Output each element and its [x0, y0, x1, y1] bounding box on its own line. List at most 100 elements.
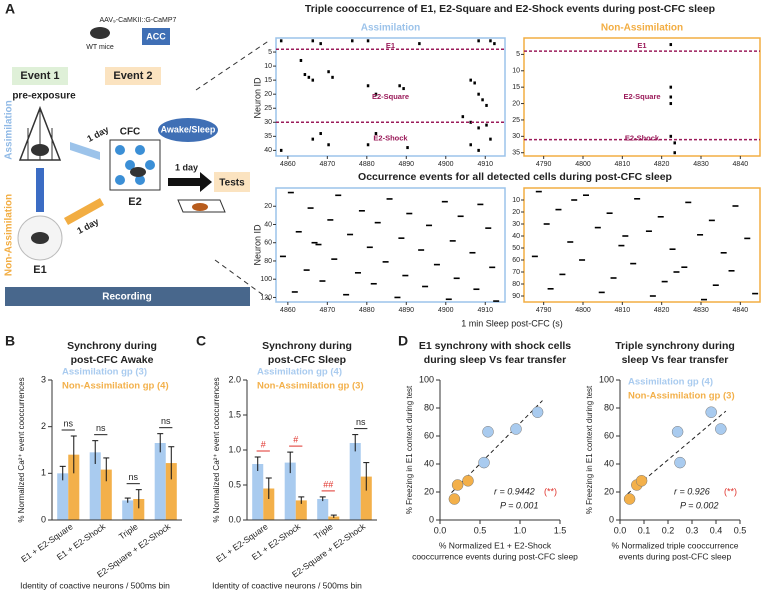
y-tick-label: 5 — [268, 49, 272, 56]
y-tick-label: 20 — [512, 100, 520, 107]
raster-event — [366, 143, 370, 147]
x-tick-label: 4790 — [536, 161, 552, 168]
y-tick-label: 60 — [604, 430, 614, 440]
point — [705, 406, 717, 418]
raster-event — [669, 85, 673, 89]
bar — [68, 454, 80, 520]
raster-event — [418, 42, 421, 46]
point — [635, 475, 648, 487]
x-tick-label: 0.0 — [614, 525, 627, 535]
bar — [263, 488, 275, 520]
e2-dots — [115, 145, 155, 185]
point — [482, 426, 494, 438]
raster-title: Triple cooccurrence of E1, E2-Square and… — [305, 3, 715, 15]
raster-event — [354, 272, 361, 274]
chart-title: Synchrony during — [262, 340, 352, 352]
raster-event — [645, 230, 652, 232]
x-tick-label: Triple — [312, 521, 335, 541]
raster-event — [311, 137, 315, 141]
y-tick-label: 20 — [424, 486, 434, 496]
x-axis-label: Identity of coactive neurons / 500ms bin — [212, 580, 362, 590]
x-tick-label: 4830 — [693, 161, 709, 168]
y-tick-label: 100 — [599, 374, 614, 384]
y-tick-label: 40 — [604, 458, 614, 468]
bar — [165, 463, 177, 520]
x-tick-label: 0.2 — [662, 525, 675, 535]
event1-box — [12, 67, 68, 85]
x-tick-label: 4900 — [438, 161, 454, 168]
point — [451, 479, 464, 491]
raster-event — [571, 199, 578, 201]
bar — [154, 443, 166, 520]
raster-event — [661, 280, 668, 283]
panel-label: A — [5, 1, 15, 17]
raster-event — [398, 84, 401, 88]
x-tick-label: 4890 — [399, 161, 415, 168]
x-axis-label: Identity of coactive neurons / 500ms bin — [20, 580, 170, 590]
point — [462, 475, 474, 487]
y-tick-label: 0 — [41, 514, 46, 524]
mouse-icon — [192, 203, 208, 211]
acc-box — [142, 28, 170, 45]
raster-event — [441, 200, 448, 203]
stat-r: r = 0.9442 — [494, 486, 535, 496]
y-axis-label: % Freezing in E1 context during test — [405, 385, 414, 514]
legend-entry: Non-Assimilation gp (3) — [628, 391, 735, 402]
virus-label: AAV₉-CaMKII::G-CaMP7 — [100, 17, 177, 24]
region-label: ACC — [146, 31, 166, 41]
x-tick-label: 0.1 — [638, 525, 651, 535]
raster-event — [469, 120, 472, 124]
raster-event — [547, 288, 554, 290]
raster-event — [598, 291, 605, 294]
y-tick-label: 100 — [419, 374, 434, 384]
y-tick-label: 80 — [264, 258, 272, 265]
raster-event — [673, 151, 676, 155]
event-label: E2-Shock — [373, 133, 408, 142]
y-tick-label: 0.0 — [228, 514, 241, 524]
raster-event — [485, 227, 492, 229]
raster-event — [418, 249, 425, 251]
x-tick-label: 4790 — [536, 307, 552, 314]
raster-event — [382, 261, 389, 263]
point — [478, 456, 490, 469]
cfc-label: CFC — [120, 127, 141, 138]
y-tick-label: 1.0 — [228, 444, 241, 454]
nonassim-arrow — [64, 198, 104, 225]
non-assimilation-label: Non-Assimilation — [4, 194, 15, 276]
raster-event — [681, 266, 688, 268]
event-label: E2-Shock — [625, 133, 660, 142]
x-tick-label: 4860 — [280, 161, 296, 168]
raster-event — [669, 102, 673, 106]
e2-label: E2 — [128, 196, 141, 208]
raster-event — [311, 39, 315, 43]
raster-event — [744, 237, 751, 240]
bar — [317, 499, 329, 520]
bar — [133, 499, 145, 520]
x-tick-label: 4870 — [320, 161, 336, 168]
assimilation-label: Assimilation — [4, 100, 15, 159]
raster-xlabel: 1 min Sleep post-CFC (s) — [461, 318, 563, 328]
group-label: Assimilation — [361, 23, 420, 34]
x-tick-label: 4910 — [477, 307, 493, 314]
annotation: # — [261, 439, 266, 449]
raster-event — [461, 115, 465, 119]
x-tick-label: 4820 — [654, 307, 670, 314]
event-label: E2-Square — [623, 92, 660, 101]
point — [715, 423, 727, 435]
mouse-icon — [130, 167, 146, 177]
annotation: ns — [128, 472, 138, 482]
annotation: ## — [323, 479, 333, 489]
y-tick-label: 10 — [264, 63, 272, 70]
y-tick-label: 3 — [41, 374, 46, 384]
raster-event — [402, 274, 409, 277]
raster-event — [291, 291, 298, 293]
mouse-icon — [31, 144, 49, 156]
day-label: 1 day — [85, 124, 110, 144]
bar — [122, 500, 134, 520]
x-tick-label: 0.5 — [474, 525, 487, 535]
x-tick-label: 4840 — [733, 307, 749, 314]
x-tick-label: Triple — [117, 521, 140, 541]
y-tick-label: 40 — [264, 221, 272, 228]
y-tick-label: 35 — [512, 150, 520, 157]
bar — [57, 473, 69, 520]
